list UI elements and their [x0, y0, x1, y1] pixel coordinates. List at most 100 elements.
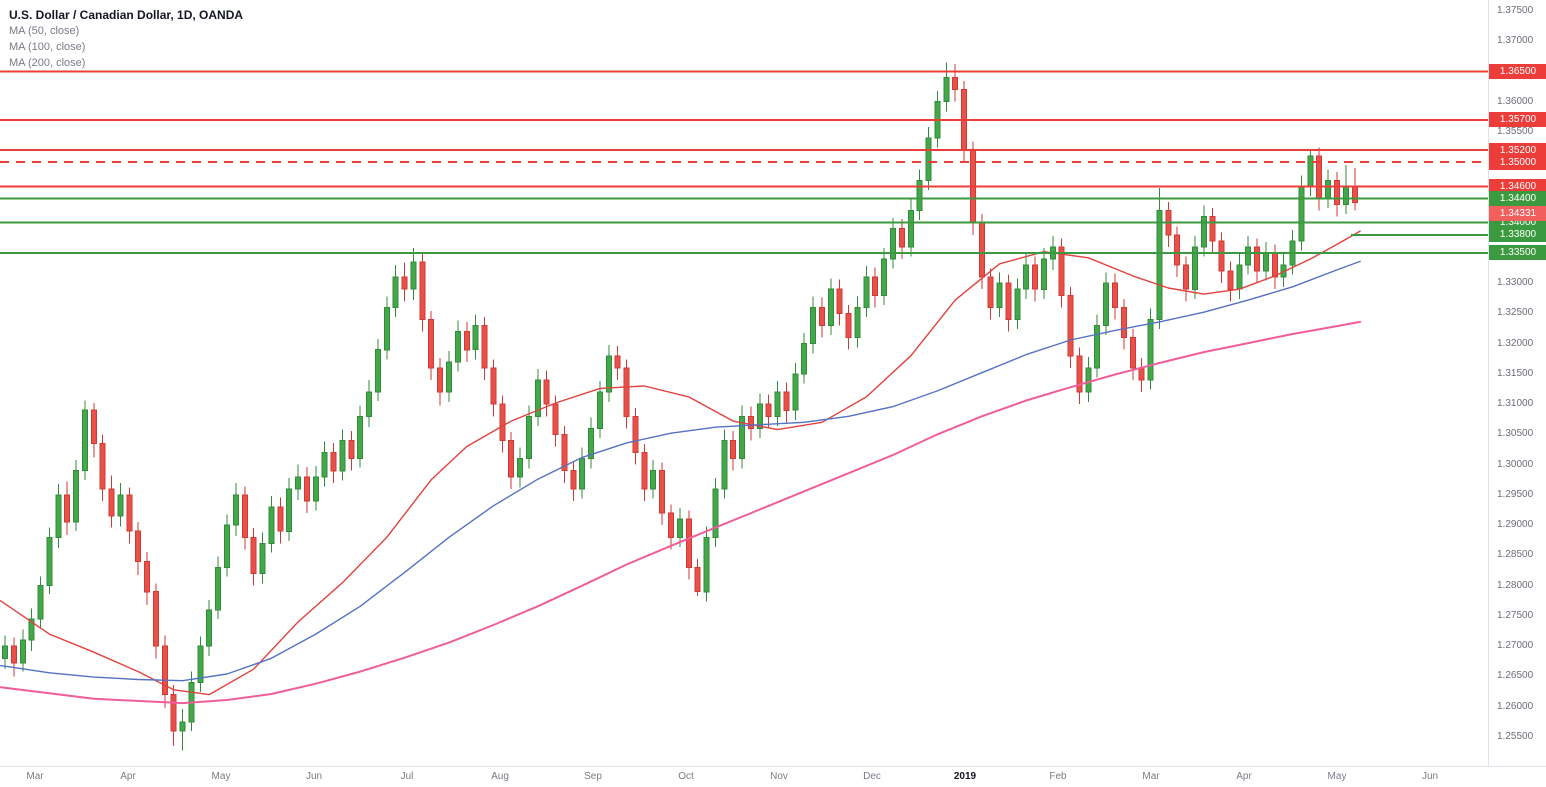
candle-body [1245, 246, 1252, 266]
price-level-label-1.34600[interactable]: 1.34600 [1489, 179, 1546, 194]
candle-body [605, 355, 612, 393]
candle-body [534, 379, 541, 417]
candle-body [1227, 270, 1234, 290]
candle-body [1138, 367, 1145, 381]
candle-body [37, 585, 44, 620]
symbol-title[interactable]: U.S. Dollar / Canadian Dollar, 1D, OANDA [9, 8, 244, 22]
candle-body [916, 179, 923, 212]
candle-body [224, 524, 230, 569]
price-tick: 1.30500 [1497, 428, 1534, 439]
candle-body [463, 331, 470, 351]
price-tick: 1.26000 [1497, 701, 1534, 712]
candle-body [64, 494, 71, 523]
ma100-line[interactable] [0, 260, 1361, 682]
price-axis[interactable]: 1.37500 1.37000 1.36000 1.35500 1.33000 1.325… [1488, 0, 1546, 766]
candle-body [1351, 185, 1358, 204]
time-label-apr[interactable]: Apr [120, 771, 136, 782]
price-level-label-1.35000[interactable]: 1.35000 [1489, 155, 1546, 170]
candle-body [215, 567, 222, 611]
candle-body [579, 458, 586, 490]
price-level-label-1.33800[interactable]: 1.33800 [1489, 227, 1546, 242]
ma-lines-layer [0, 230, 1362, 705]
candle-body [641, 452, 648, 490]
candle-body [117, 494, 124, 517]
candle-body [845, 312, 852, 339]
indicator-ma-50[interactable]: MA (50, close) [9, 25, 80, 37]
price-level-label-1.36500[interactable]: 1.36500 [1489, 64, 1546, 79]
candle-body [312, 476, 319, 502]
candle-body [481, 325, 488, 369]
candle-body [2, 645, 8, 659]
price-level-label-1.34400[interactable]: 1.34400 [1489, 191, 1546, 206]
time-label-sep[interactable]: Sep [584, 771, 602, 782]
time-label-aug[interactable]: Aug [491, 771, 509, 782]
time-axis[interactable]: Mar Apr May Jun Jul Aug Sep Oct Nov Dec 2019 Feb Mar… [0, 766, 1546, 787]
time-label-jul[interactable]: Jul [400, 771, 414, 782]
price-level-label-1.35700[interactable]: 1.35700 [1489, 112, 1546, 127]
price-tick: 1.29000 [1497, 519, 1534, 530]
candle-body [676, 518, 683, 538]
candle-body [1005, 282, 1012, 321]
candle-body [1254, 246, 1261, 272]
time-label-may[interactable]: May [211, 771, 231, 782]
candle-body [925, 137, 932, 181]
candle-body [339, 440, 346, 472]
candle-body [517, 458, 523, 478]
time-label-apr[interactable]: Apr [1236, 771, 1252, 782]
indicator-ma-200[interactable]: MA (200, close) [9, 57, 86, 69]
candlestick-chart[interactable] [0, 0, 1488, 766]
candle-body [659, 470, 666, 514]
candle-body [1236, 264, 1243, 290]
candle-body [1342, 185, 1349, 206]
candle-body [1334, 179, 1340, 206]
time-label-mar[interactable]: Mar [26, 771, 44, 782]
candle-body [197, 645, 204, 684]
candle-body [881, 258, 888, 296]
candle-body [863, 276, 870, 308]
candle-body [1147, 319, 1154, 381]
time-label-mar[interactable]: Mar [1142, 771, 1160, 782]
candle-body [1209, 216, 1216, 242]
candle-body [570, 470, 577, 490]
time-label-oct[interactable]: Oct [678, 771, 694, 782]
price-level-label-1.33500[interactable]: 1.33500 [1489, 245, 1546, 260]
time-label-feb[interactable]: Feb [1049, 771, 1067, 782]
price-tick: 1.25500 [1497, 731, 1534, 742]
candle-body [1129, 337, 1136, 369]
candle-body [623, 367, 630, 417]
time-label-jun[interactable]: Jun [1421, 771, 1439, 782]
indicator-ma-100[interactable]: MA (100, close) [9, 41, 86, 53]
candle-body [765, 403, 772, 417]
candle-body [1085, 367, 1092, 393]
candle-body [153, 591, 159, 647]
ma200-line[interactable] [0, 320, 1362, 705]
candle-body [46, 536, 53, 587]
ma50-line[interactable] [0, 230, 1361, 696]
candle-body [1023, 264, 1030, 290]
candle-body [392, 276, 399, 308]
candle-body [295, 476, 301, 490]
last-price-label[interactable]: 1.34331 [1489, 206, 1546, 221]
price-chart-pane[interactable]: U.S. Dollar / Canadian Dollar, 1D, OANDA… [0, 0, 1488, 766]
candle-body [161, 645, 168, 696]
candle-body [1307, 155, 1314, 187]
candle-body [730, 440, 737, 460]
time-label-may[interactable]: May [1327, 771, 1347, 782]
time-label-jun[interactable]: Jun [305, 771, 323, 782]
time-label-dec[interactable]: Dec [863, 771, 881, 782]
candle-body [543, 379, 550, 405]
candle-body [614, 355, 621, 369]
candle-body [854, 306, 861, 339]
candle-body [81, 409, 88, 472]
candle-body [1058, 246, 1065, 296]
candle-body [1271, 252, 1278, 278]
price-tick: 1.31000 [1497, 398, 1534, 409]
candle-body [1218, 240, 1225, 272]
price-level-label-1.35200[interactable]: 1.35200 [1489, 143, 1546, 158]
price-tick: 1.28000 [1497, 580, 1534, 591]
time-label-nov[interactable]: Nov [770, 771, 788, 782]
price-tick: 1.32500 [1497, 307, 1534, 318]
candle-body [747, 415, 754, 429]
candle-body [819, 306, 825, 327]
time-label-2019[interactable]: 2019 [953, 771, 977, 782]
